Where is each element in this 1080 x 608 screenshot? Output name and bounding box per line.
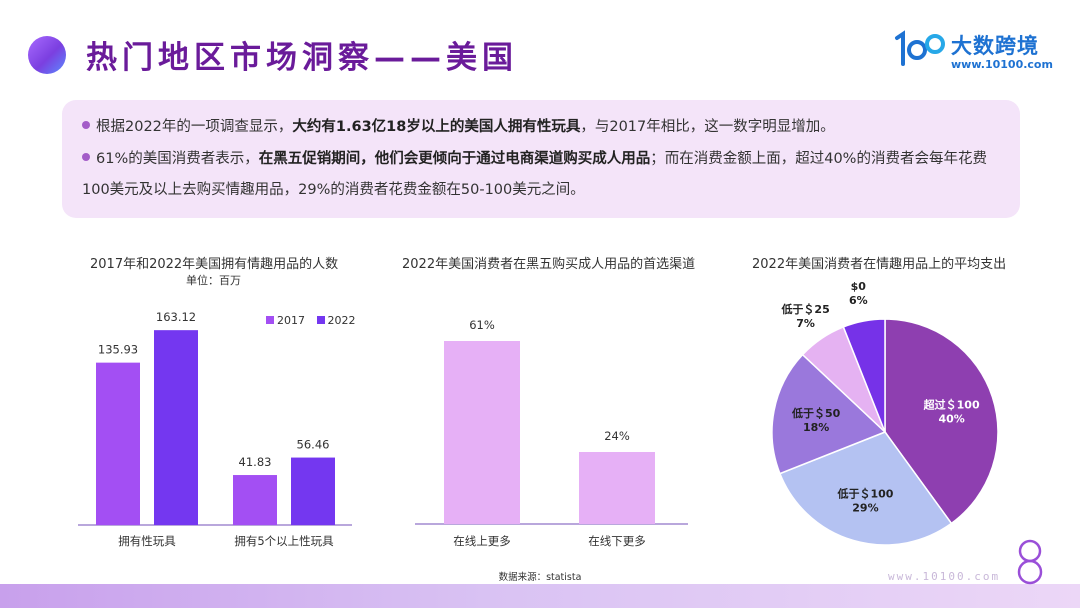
chart1-title: 2017年和2022年美国拥有情趣用品的人数 (90, 257, 339, 272)
chart3-slice-label: 超过＄100 (923, 397, 980, 411)
chart1-value-label: 56.46 (297, 438, 330, 452)
chart3-slice-percent: 40% (938, 412, 964, 425)
legend-label-2022: 2022 (327, 314, 356, 327)
legend-label-2017: 2017 (277, 314, 305, 327)
chart1-subtitle: 单位：百万 (186, 274, 241, 287)
chart3-slice-label: $0 (851, 280, 867, 293)
chart3-slice-1 (884, 318, 999, 525)
chart1-bar-2022-1 (154, 330, 198, 525)
bullet-dot-icon (82, 121, 90, 129)
chart2-title: 2022年美国消费者在黑五购买成人用品的首选渠道 (402, 257, 696, 272)
bullet-1-text: 根据2022年的一项调查显示， (96, 119, 293, 135)
chart3-slice-percent: 29% (852, 501, 878, 514)
chart2-category-label: 在线下更多 (588, 534, 646, 548)
figure-eight-icon (1017, 539, 1043, 585)
data-source: 数据来源：statista (498, 572, 582, 583)
summary-bullet-1: 根据2022年的一项调查显示，大约有1.63亿18岁以上的美国人拥有性玩具，与2… (82, 112, 1002, 143)
bullet-2-text-end: ；而在消费金额上面，超过40%的消费者会每年花费100美元及以上去购买情趣用品，… (82, 151, 987, 198)
chart1-value-label: 163.12 (156, 310, 196, 324)
chart2-value-label: 61% (469, 318, 495, 332)
logo-mark-icon (895, 30, 945, 66)
chart1-value-label: 41.83 (239, 455, 272, 469)
chart3-slice-label: 低于＄100 (836, 486, 893, 500)
legend-swatch-2022 (316, 316, 325, 324)
summary-panel: 根据2022年的一项调查显示，大约有1.63亿18岁以上的美国人拥有性玩具，与2… (62, 100, 1020, 218)
chart2-bar-2 (579, 452, 655, 524)
chart2-value-label: 24% (604, 429, 630, 443)
chart2-bar-1 (444, 341, 520, 524)
chart3-title: 2022年美国消费者在情趣用品上的平均支出 (752, 257, 1007, 272)
chart3-slice-2 (778, 431, 953, 546)
bullet-2-text: 61%的美国消费者表示， (96, 151, 259, 167)
chart1-value-label: 135.93 (98, 343, 138, 357)
chart3-slice-5 (842, 318, 886, 433)
bullet-1-highlight: 大约有1.63亿18岁以上的美国人拥有性玩具 (292, 119, 581, 135)
chart3-slice-3 (771, 353, 887, 475)
bullet-2-highlight: 在黑五促销期间，他们会更倾向于通过电商渠道购买成人用品 (258, 151, 651, 167)
chart3-slice-label: 低于＄25 (780, 302, 829, 316)
chart1-category-label: 拥有5个以上性玩具 (234, 534, 334, 548)
chart3-slice-percent: 18% (803, 421, 829, 434)
chart3-slice-label: 低于＄50 (791, 406, 841, 420)
chart1-legend: 2017 2022 (258, 314, 356, 327)
legend-swatch-2017 (266, 316, 274, 324)
title-dot-icon (28, 36, 66, 74)
footer-bar (0, 584, 1080, 608)
bullet-dot-icon (82, 153, 90, 161)
chart1-bar-2022-2 (291, 457, 335, 525)
chart1-bar-2017-2 (233, 475, 277, 525)
footer-url: www.10100.com (888, 570, 1001, 583)
brand-logo: 大数跨境 www.10100.com (893, 28, 1063, 76)
summary-bullet-2: 61%的美国消费者表示，在黑五促销期间，他们会更倾向于通过电商渠道购买成人用品；… (82, 144, 1002, 206)
chart3-slice-percent: 7% (796, 317, 815, 330)
logo-url: www.10100.com (951, 58, 1053, 71)
chart1-bar-2017-1 (96, 362, 140, 525)
bullet-1-text-end: ，与2017年相比，这一数字明显增加。 (580, 119, 835, 135)
logo-name: 大数跨境 (951, 34, 1039, 58)
chart1-category-label: 拥有性玩具 (118, 534, 176, 548)
chart2-category-label: 在线上更多 (453, 534, 511, 548)
chart3-slice-percent: 6% (849, 294, 868, 307)
page-title: 热门地区市场洞察——美国 (86, 40, 518, 76)
